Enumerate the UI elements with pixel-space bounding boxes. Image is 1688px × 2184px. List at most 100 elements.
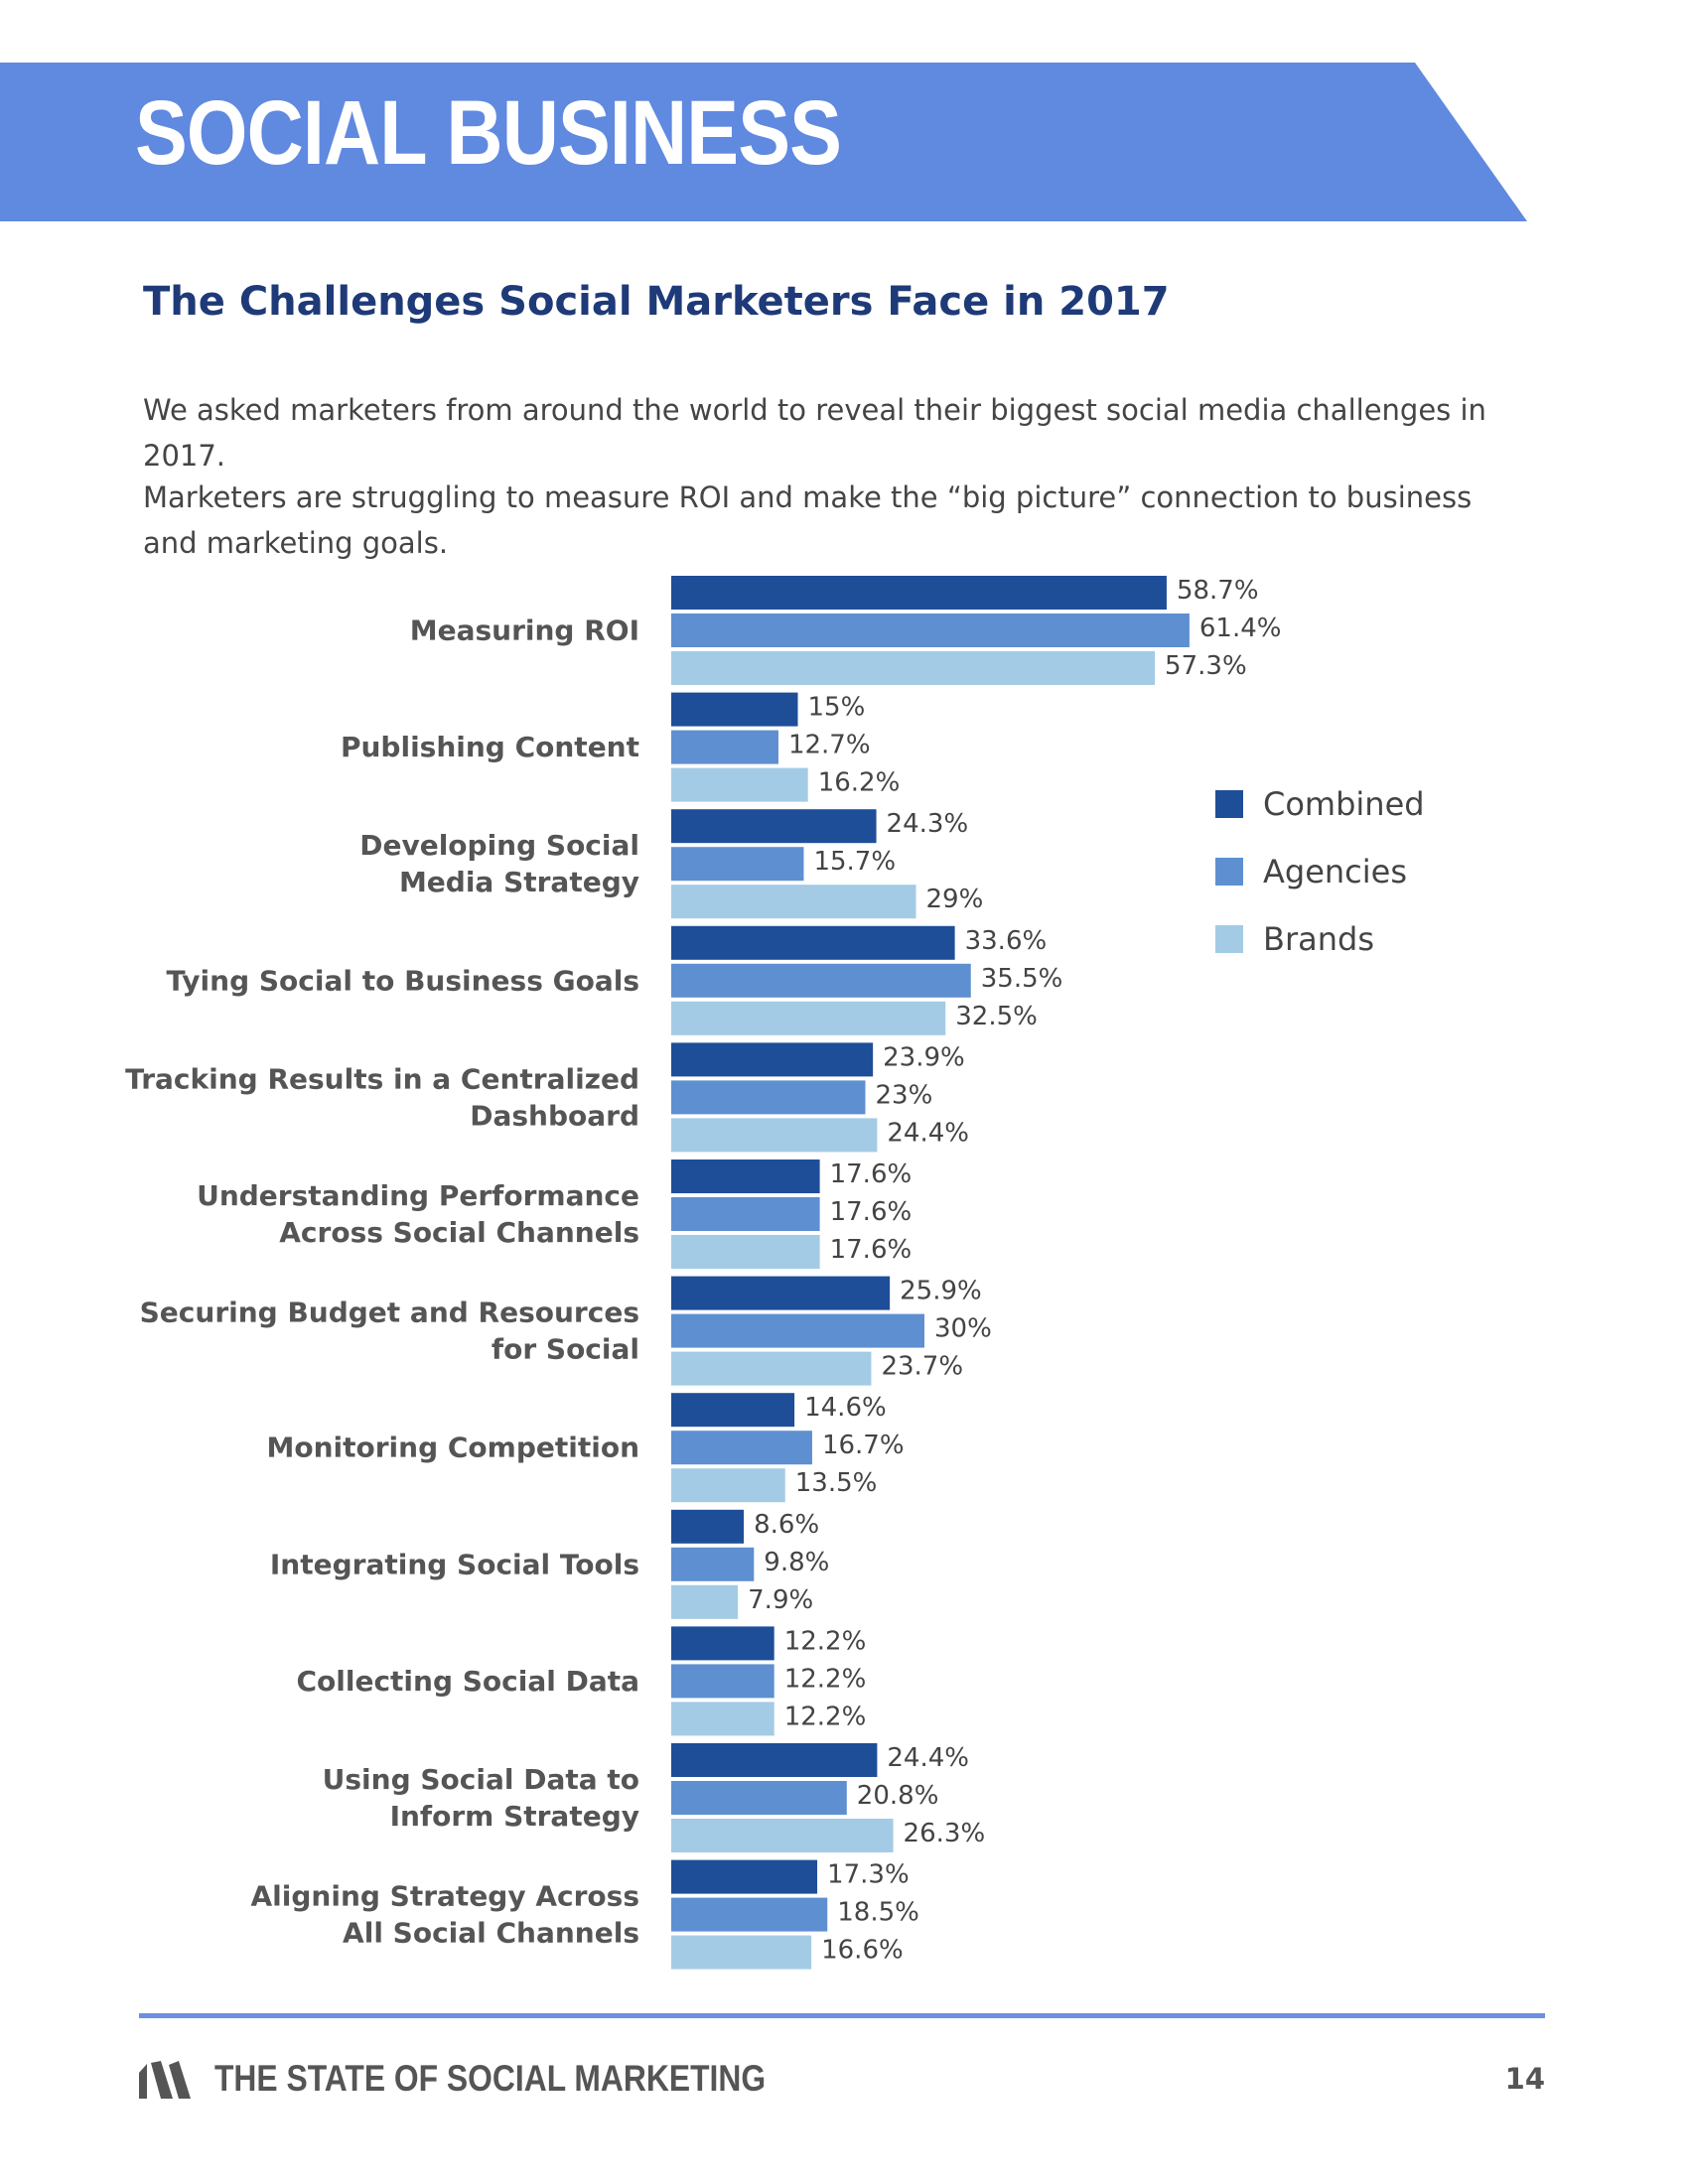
data-label: 12.2% bbox=[784, 1626, 867, 1656]
category-label: Developing Social bbox=[359, 829, 639, 862]
data-label: 16.6% bbox=[821, 1936, 904, 1966]
bar-combined bbox=[671, 1276, 891, 1310]
data-label: 30% bbox=[934, 1314, 992, 1344]
bar-brands bbox=[671, 1935, 812, 1970]
data-label: 15.7% bbox=[813, 847, 896, 877]
data-label: 29% bbox=[926, 885, 984, 914]
bar-agencies bbox=[671, 963, 971, 998]
data-label: 24.4% bbox=[887, 1118, 969, 1148]
category-label: Measuring ROI bbox=[410, 614, 639, 647]
data-label: 23.7% bbox=[881, 1352, 963, 1382]
data-label: 58.7% bbox=[1177, 576, 1259, 606]
data-label: 7.9% bbox=[748, 1585, 813, 1615]
bar-brands bbox=[671, 1584, 739, 1619]
category-label: Across Social Channels bbox=[279, 1216, 639, 1249]
bar-agencies bbox=[671, 1781, 847, 1815]
category-label: Publishing Content bbox=[341, 731, 639, 763]
category-label: Understanding Performance bbox=[197, 1179, 639, 1212]
bar-brands bbox=[671, 885, 916, 919]
data-label: 33.6% bbox=[965, 926, 1048, 956]
data-label: 25.9% bbox=[900, 1277, 982, 1306]
page-title: The Challenges Social Marketers Face in … bbox=[143, 279, 1170, 325]
bar-combined bbox=[671, 809, 877, 844]
data-label: 20.8% bbox=[857, 1781, 939, 1811]
category-label: Monitoring Competition bbox=[266, 1432, 639, 1464]
sprout-social-logo-icon bbox=[139, 2061, 191, 2099]
data-label: 26.3% bbox=[904, 1819, 986, 1848]
bar-combined bbox=[671, 1160, 820, 1193]
bar-agencies bbox=[671, 1431, 812, 1465]
bar-agencies bbox=[671, 1197, 820, 1231]
data-label: 23.9% bbox=[883, 1042, 965, 1072]
data-label: 57.3% bbox=[1165, 651, 1247, 681]
category-label: Collecting Social Data bbox=[296, 1665, 639, 1698]
category-label: Using Social Data to bbox=[323, 1763, 639, 1796]
bar-brands bbox=[671, 1001, 946, 1035]
category-label: Tracking Results in a Centralized bbox=[125, 1062, 639, 1095]
bar-combined bbox=[671, 692, 798, 727]
category-label: Dashboard bbox=[470, 1099, 639, 1132]
data-label: 9.8% bbox=[764, 1548, 829, 1577]
data-label: 17.6% bbox=[830, 1160, 913, 1189]
data-label: 14.6% bbox=[804, 1393, 887, 1423]
section-banner-shape bbox=[0, 63, 1527, 221]
bar-brands bbox=[671, 1468, 785, 1503]
data-label: 12.2% bbox=[784, 1664, 867, 1694]
bar-brands bbox=[671, 1118, 878, 1153]
bar-combined bbox=[671, 1743, 878, 1777]
category-label: Securing Budget and Resources bbox=[140, 1297, 639, 1329]
legend-label-combined: Combined bbox=[1263, 785, 1425, 823]
bar-combined bbox=[671, 1509, 745, 1544]
legend-label-brands: Brands bbox=[1263, 920, 1374, 958]
legend-swatch-combined bbox=[1215, 790, 1243, 818]
data-label: 12.2% bbox=[784, 1702, 867, 1731]
section-banner bbox=[0, 63, 1527, 221]
data-label: 61.4% bbox=[1199, 614, 1282, 643]
bar-combined bbox=[671, 1393, 795, 1428]
legend-swatch-brands bbox=[1215, 925, 1243, 953]
data-label: 16.7% bbox=[822, 1431, 905, 1460]
data-label: 24.4% bbox=[887, 1743, 969, 1773]
intro-paragraph-1: We asked marketers from around the world… bbox=[143, 393, 1486, 473]
bar-brands bbox=[671, 1235, 820, 1269]
category-label: All Social Channels bbox=[343, 1917, 639, 1950]
bar-agencies bbox=[671, 1664, 774, 1699]
data-label: 32.5% bbox=[955, 1002, 1038, 1031]
bar-agencies bbox=[671, 1547, 755, 1581]
category-label: Inform Strategy bbox=[390, 1800, 639, 1833]
category-label: Aligning Strategy Across bbox=[251, 1880, 639, 1913]
data-label: 23% bbox=[876, 1080, 933, 1110]
footer-divider bbox=[139, 2013, 1545, 2018]
data-label: 35.5% bbox=[981, 964, 1063, 994]
bar-combined bbox=[671, 1626, 774, 1661]
bar-brands bbox=[671, 1702, 774, 1736]
bar-agencies bbox=[671, 614, 1190, 647]
data-label: 17.6% bbox=[830, 1235, 913, 1265]
data-label: 17.3% bbox=[827, 1860, 910, 1890]
data-label: 12.7% bbox=[788, 731, 871, 760]
data-label: 24.3% bbox=[887, 809, 969, 839]
bar-agencies bbox=[671, 1313, 924, 1348]
bar-combined bbox=[671, 576, 1167, 610]
category-label: Media Strategy bbox=[399, 866, 639, 898]
bar-brands bbox=[671, 1351, 872, 1386]
bar-brands bbox=[671, 1819, 894, 1852]
bar-agencies bbox=[671, 847, 804, 882]
data-label: 18.5% bbox=[837, 1898, 919, 1928]
bar-combined bbox=[671, 1042, 874, 1077]
legend-label-agencies: Agencies bbox=[1263, 853, 1407, 890]
data-label: 15% bbox=[808, 693, 866, 723]
bar-combined bbox=[671, 925, 955, 960]
bar-brands bbox=[671, 651, 1156, 685]
category-label: Tying Social to Business Goals bbox=[167, 964, 639, 997]
bar-brands bbox=[671, 767, 808, 802]
page-number: 14 bbox=[1504, 2062, 1545, 2096]
bar-combined bbox=[671, 1859, 818, 1894]
data-label: 13.5% bbox=[795, 1468, 878, 1498]
bar-agencies bbox=[671, 1897, 828, 1932]
footer-title: THE STATE OF SOCIAL MARKETING bbox=[214, 2058, 767, 2099]
category-label: for Social bbox=[492, 1333, 639, 1366]
category-label: Integrating Social Tools bbox=[270, 1548, 639, 1580]
bar-agencies bbox=[671, 1080, 866, 1115]
